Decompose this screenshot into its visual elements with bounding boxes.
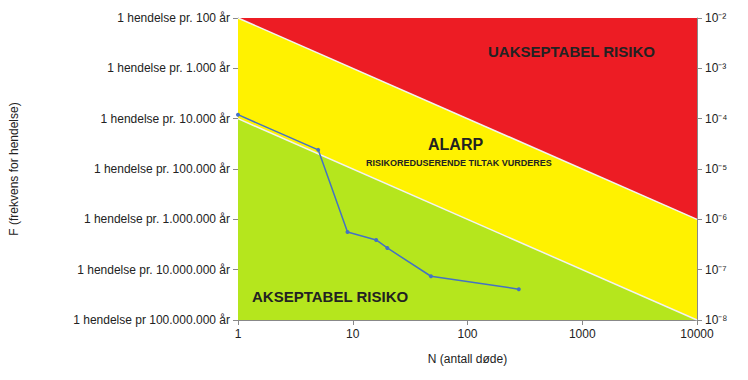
- svg-text:F (frekvens for hendelse): F (frekvens for hendelse): [7, 102, 21, 235]
- svg-text:1 hendelse pr 100.000.000 år: 1 hendelse pr 100.000.000 år: [73, 313, 230, 327]
- svg-text:10: 10: [346, 327, 360, 341]
- svg-text:10⁻⁶: 10⁻⁶: [705, 212, 727, 226]
- svg-text:10000: 10000: [680, 327, 714, 341]
- svg-text:ALARP: ALARP: [428, 136, 483, 153]
- svg-text:1 hendelse pr. 100.000 år: 1 hendelse pr. 100.000 år: [94, 162, 230, 176]
- svg-text:N (antall døde): N (antall døde): [428, 352, 507, 366]
- svg-text:10⁻⁷: 10⁻⁷: [705, 263, 727, 277]
- svg-text:UAKSEPTABEL RISIKO: UAKSEPTABEL RISIKO: [488, 43, 655, 60]
- svg-text:1: 1: [235, 327, 242, 341]
- svg-text:AKSEPTABEL RISIKO: AKSEPTABEL RISIKO: [252, 288, 408, 305]
- svg-text:1 hendelse pr. 1.000 år: 1 hendelse pr. 1.000 år: [107, 61, 230, 75]
- svg-text:10⁻⁴: 10⁻⁴: [705, 112, 728, 126]
- svg-text:10⁻²: 10⁻²: [705, 11, 726, 25]
- svg-text:1 hendelse pr. 10.000.000 år: 1 hendelse pr. 10.000.000 år: [77, 263, 230, 277]
- svg-text:RISIKOREDUSERENDE TILTAK VURDE: RISIKOREDUSERENDE TILTAK VURDERES: [366, 158, 552, 168]
- svg-text:1 hendelse pr. 1.000.000 år: 1 hendelse pr. 1.000.000 år: [84, 212, 230, 226]
- svg-text:1000: 1000: [569, 327, 596, 341]
- svg-text:1 hendelse pr. 10.000 år: 1 hendelse pr. 10.000 år: [101, 112, 230, 126]
- svg-text:10⁻⁵: 10⁻⁵: [705, 162, 727, 176]
- svg-text:1 hendelse pr. 100 år: 1 hendelse pr. 100 år: [117, 11, 230, 25]
- svg-text:10⁻⁸: 10⁻⁸: [705, 313, 727, 327]
- svg-text:10⁻³: 10⁻³: [705, 61, 726, 75]
- svg-text:100: 100: [457, 327, 477, 341]
